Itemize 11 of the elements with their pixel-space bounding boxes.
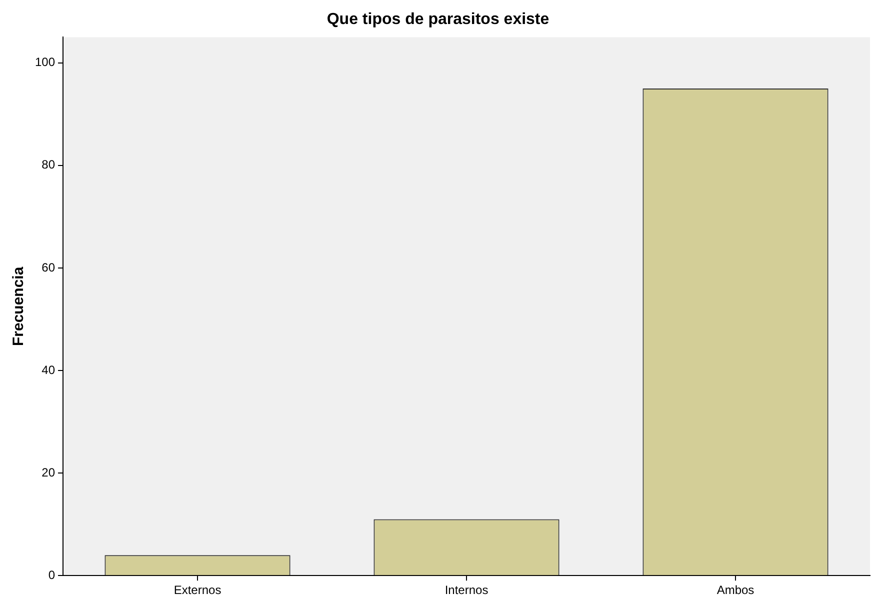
y-axis-title: Frecuencia (10, 266, 28, 346)
chart-title: Que tipos de parasitos existe (326, 11, 550, 28)
x-tick-label: Internos (444, 583, 488, 598)
y-tick-label: 100 (34, 55, 56, 70)
y-tick-label: 60 (42, 260, 56, 274)
y-tick-label: 80 (42, 158, 56, 172)
y-tick-label: 20 (42, 465, 56, 480)
x-tick-label: Externos (174, 583, 222, 598)
y-tick-label: 0 (48, 568, 56, 582)
x-tick-label: Ambos (716, 583, 754, 598)
y-tick-label: 40 (42, 362, 56, 377)
